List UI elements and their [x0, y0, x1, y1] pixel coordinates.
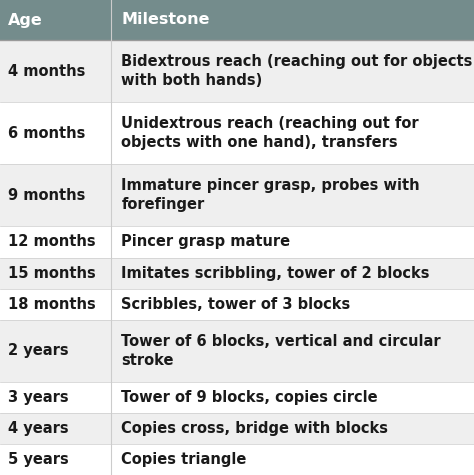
Text: Tower of 6 blocks, vertical and circular: Tower of 6 blocks, vertical and circular: [121, 333, 441, 349]
Text: Unidextrous reach (reaching out for: Unidextrous reach (reaching out for: [121, 116, 419, 131]
Bar: [0, 289, 474, 320]
Bar: [0, 0, 474, 40]
Bar: [0, 227, 474, 257]
Bar: [0, 413, 474, 444]
Text: 9 months: 9 months: [8, 188, 85, 203]
Text: Imitates scribbling, tower of 2 blocks: Imitates scribbling, tower of 2 blocks: [121, 266, 430, 281]
Text: Bidextrous reach (reaching out for objects: Bidextrous reach (reaching out for objec…: [121, 54, 473, 69]
Text: with both hands): with both hands): [121, 73, 263, 88]
Text: 3 years: 3 years: [8, 390, 69, 405]
Bar: [0, 102, 474, 164]
Text: Tower of 9 blocks, copies circle: Tower of 9 blocks, copies circle: [121, 390, 378, 405]
Text: 4 years: 4 years: [8, 421, 69, 436]
Text: objects with one hand), transfers: objects with one hand), transfers: [121, 135, 398, 150]
Text: forefinger: forefinger: [121, 198, 205, 212]
Bar: [0, 164, 474, 227]
Text: 2 years: 2 years: [8, 343, 69, 358]
Text: stroke: stroke: [121, 353, 174, 368]
Text: 15 months: 15 months: [8, 266, 96, 281]
Bar: [0, 257, 474, 289]
Bar: [0, 444, 474, 475]
Bar: [0, 40, 474, 102]
Text: Milestone: Milestone: [121, 12, 210, 28]
Text: Immature pincer grasp, probes with: Immature pincer grasp, probes with: [121, 178, 420, 193]
Text: 5 years: 5 years: [8, 452, 69, 467]
Text: 6 months: 6 months: [8, 126, 85, 141]
Bar: [0, 382, 474, 413]
Bar: [0, 320, 474, 382]
Text: Pincer grasp mature: Pincer grasp mature: [121, 235, 291, 249]
Text: Copies triangle: Copies triangle: [121, 452, 247, 467]
Text: Scribbles, tower of 3 blocks: Scribbles, tower of 3 blocks: [121, 296, 351, 312]
Text: Copies cross, bridge with blocks: Copies cross, bridge with blocks: [121, 421, 388, 436]
Text: 12 months: 12 months: [8, 235, 96, 249]
Text: 18 months: 18 months: [8, 296, 96, 312]
Text: 4 months: 4 months: [8, 64, 85, 78]
Text: Age: Age: [8, 12, 43, 28]
